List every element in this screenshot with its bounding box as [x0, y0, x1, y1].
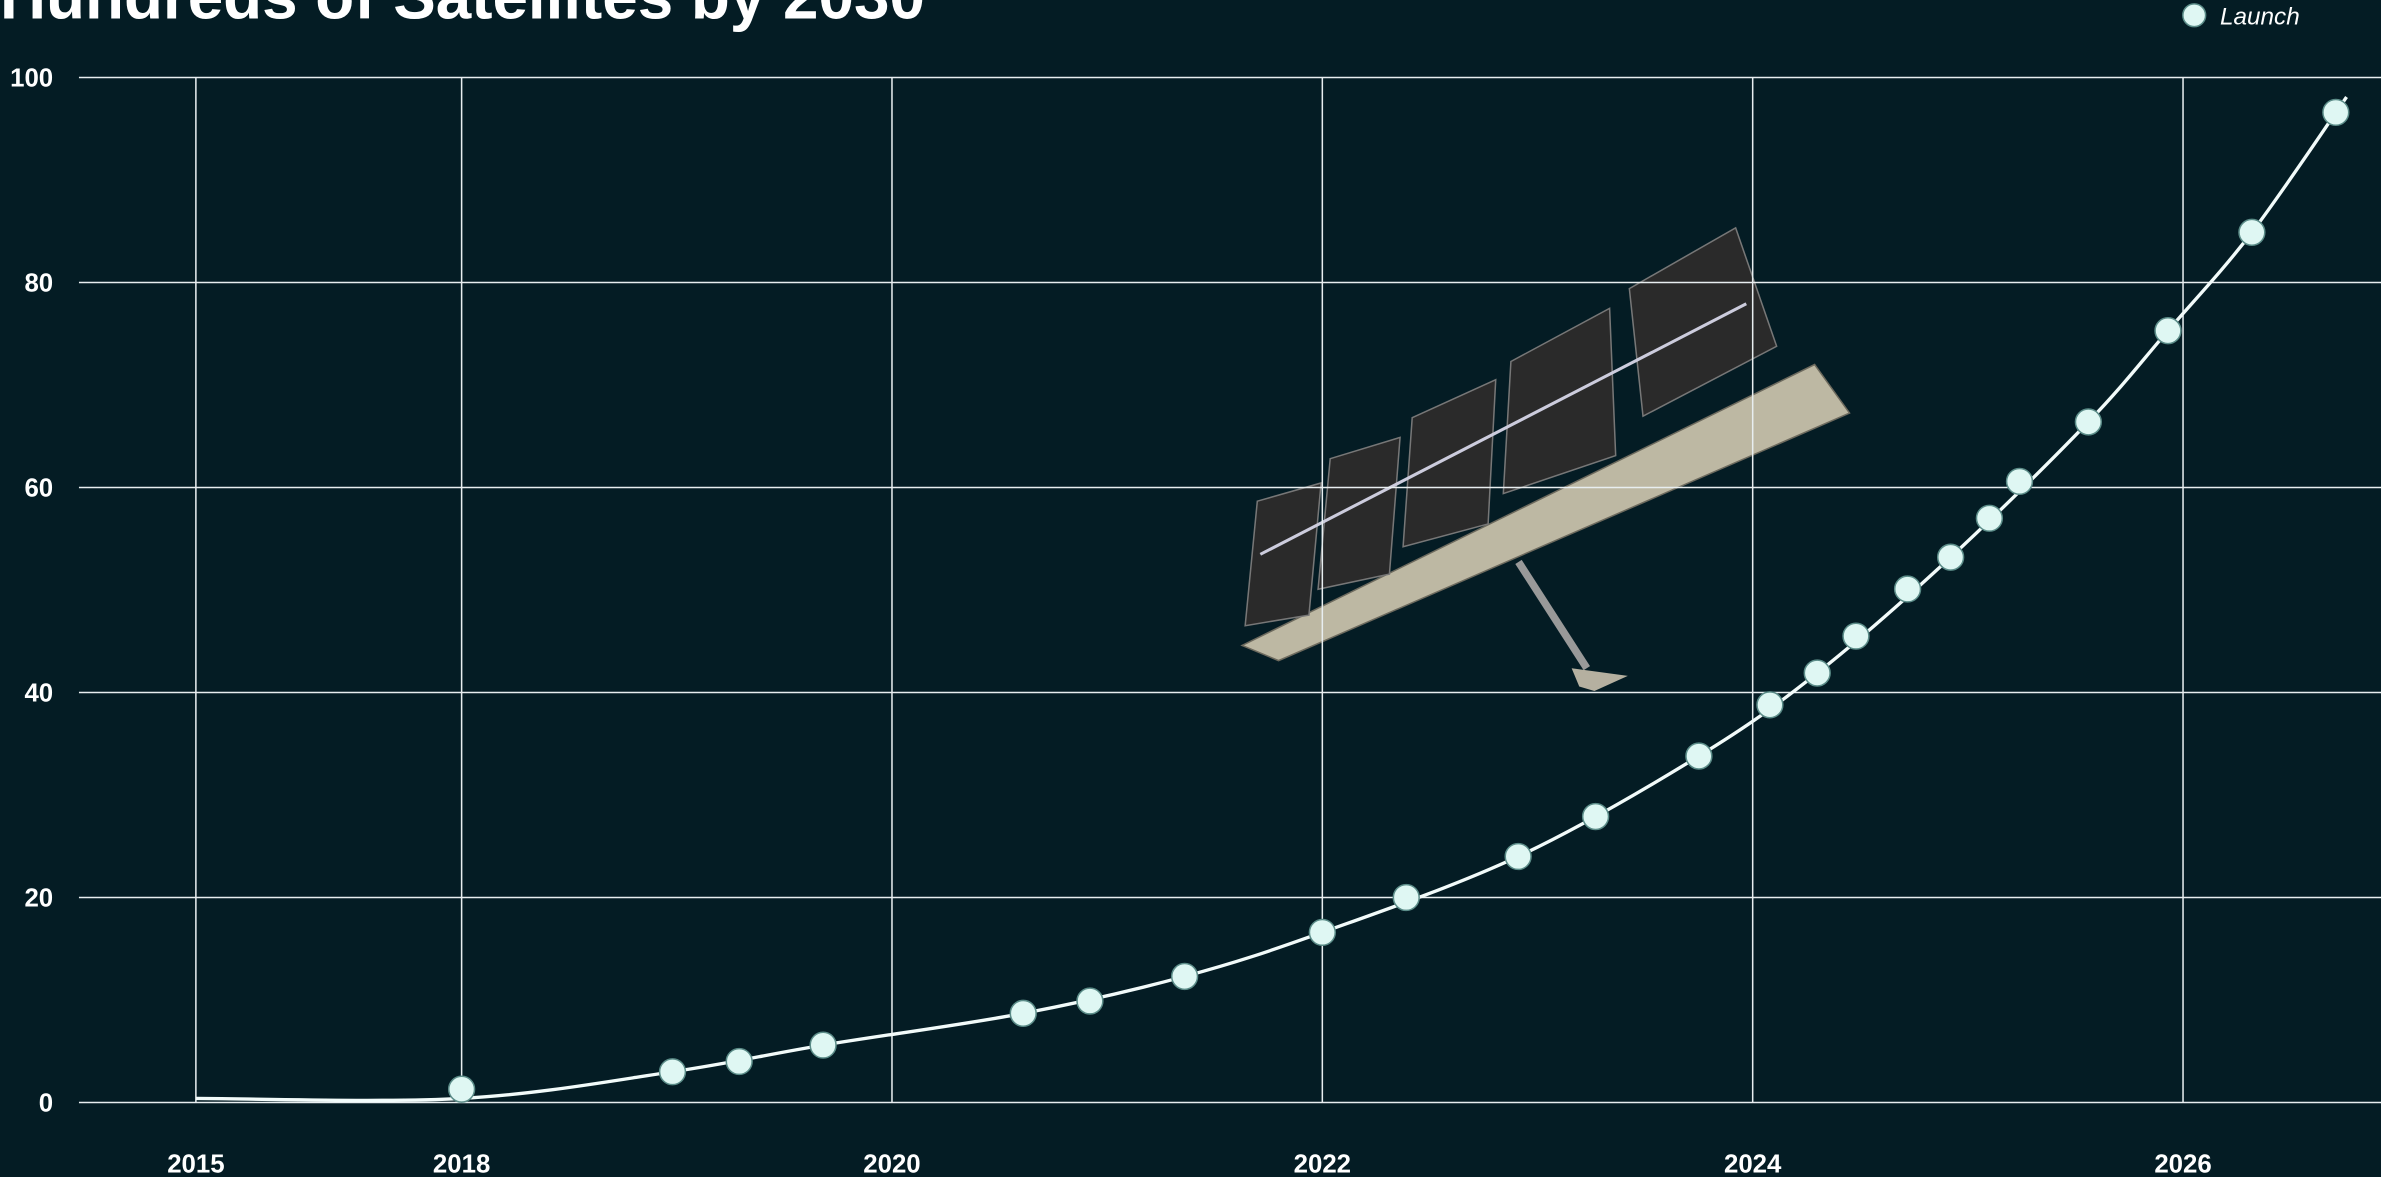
legend-label: Launch — [2220, 3, 2300, 30]
marker — [809, 1031, 837, 1059]
marker — [447, 1075, 476, 1103]
marker — [1308, 918, 1336, 947]
marker — [1392, 883, 1420, 912]
y-tick-label: 40 — [24, 680, 53, 708]
x-tick-label: 2022 — [1294, 1150, 1351, 1177]
marker — [2322, 98, 2350, 127]
marker — [2154, 317, 2182, 345]
x-tick-label: 2015 — [167, 1150, 224, 1177]
marker — [1581, 802, 1610, 831]
marker — [2074, 408, 2103, 436]
x-tick-label: 2020 — [863, 1150, 920, 1177]
x-tick-label: 2026 — [2154, 1150, 2211, 1177]
y-tick-label: 20 — [24, 885, 53, 913]
y-tick-label: 0 — [39, 1090, 53, 1118]
marker — [658, 1058, 687, 1086]
marker — [1076, 987, 1104, 1015]
marker — [1756, 691, 1784, 719]
x-tick-label: 2018 — [433, 1150, 490, 1177]
legend-marker — [2182, 3, 2207, 28]
satellite-illustration — [1240, 226, 1851, 691]
x-tick-label: 2024 — [1724, 1150, 1782, 1177]
marker — [1893, 575, 1922, 603]
marker — [1842, 622, 1870, 650]
y-tick-label: 100 — [10, 65, 53, 93]
marker — [1936, 543, 1965, 571]
y-tick-label: 80 — [24, 270, 53, 298]
marker — [1009, 999, 1037, 1028]
marker — [1803, 659, 1831, 687]
y-tick-label: 60 — [24, 475, 53, 503]
marker — [1504, 842, 1532, 871]
marker — [1975, 504, 2004, 532]
marker — [725, 1047, 753, 1076]
marker — [1685, 742, 1713, 770]
marker — [2238, 218, 2266, 246]
marker — [1170, 962, 1199, 991]
chart-title: Hundreds of Satellites by 2030 — [0, 0, 925, 32]
marker — [2005, 467, 2034, 496]
